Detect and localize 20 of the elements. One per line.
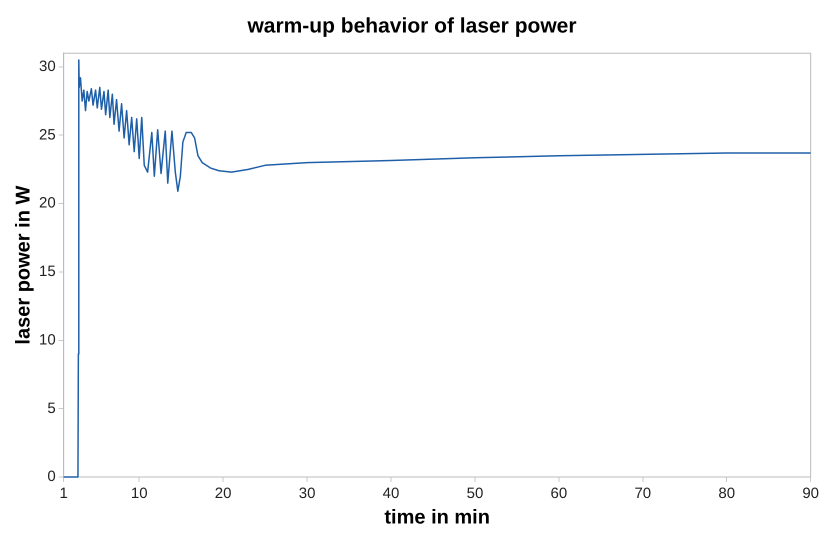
x-tick-label: 60 xyxy=(550,485,568,502)
y-tick-label: 10 xyxy=(38,331,56,348)
x-tick-label: 80 xyxy=(718,485,736,502)
x-axis-title: time in min xyxy=(384,506,490,529)
x-tick-label: 1 xyxy=(60,485,68,502)
y-tick-label: 5 xyxy=(47,400,56,417)
chart-title: warm-up behavior of laser power xyxy=(246,14,577,38)
y-tick-label: 0 xyxy=(47,468,56,486)
x-tick-label: 30 xyxy=(298,485,316,502)
y-tick-label: 25 xyxy=(38,126,56,144)
y-axis-title: laser power in W xyxy=(12,186,35,345)
x-tick-label: 90 xyxy=(802,485,819,502)
y-tick-label: 20 xyxy=(38,194,56,212)
x-tick-label: 20 xyxy=(214,485,232,502)
y-tick-label: 30 xyxy=(38,58,56,76)
x-tick-label: 10 xyxy=(130,485,148,502)
x-tick-label: 40 xyxy=(382,485,400,502)
x-tick-label: 70 xyxy=(634,485,652,502)
x-tick-label: 50 xyxy=(466,485,484,502)
y-tick-label: 15 xyxy=(38,263,56,280)
